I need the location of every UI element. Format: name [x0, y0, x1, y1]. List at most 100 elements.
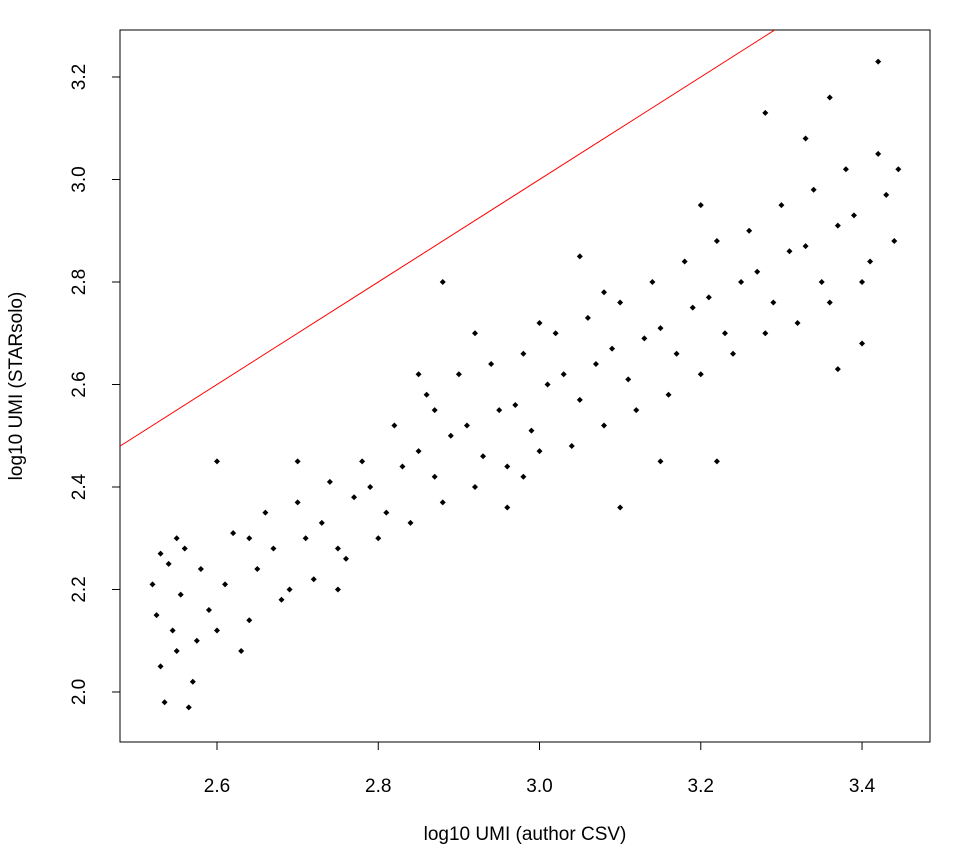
point: [310, 576, 317, 583]
x-tick-label: 3.4: [849, 776, 876, 797]
point: [560, 371, 567, 378]
point: [770, 299, 777, 306]
point: [294, 458, 301, 465]
point: [270, 545, 277, 552]
point: [326, 478, 333, 485]
point: [161, 699, 168, 706]
point: [859, 278, 866, 285]
point: [246, 535, 253, 542]
point: [875, 58, 882, 65]
point: [842, 166, 849, 173]
x-tick-label: 3.0: [526, 776, 552, 797]
point: [173, 647, 180, 654]
point: [762, 330, 769, 337]
point: [657, 325, 664, 332]
point: [665, 391, 672, 398]
point: [641, 335, 648, 342]
point: [439, 499, 446, 506]
point: [584, 314, 591, 321]
y-tick-label: 2.6: [69, 371, 90, 397]
y-tick-label: 2.0: [69, 679, 90, 705]
point: [802, 135, 809, 142]
point: [415, 371, 422, 378]
point: [431, 473, 438, 480]
point: [230, 530, 237, 537]
point: [625, 376, 632, 383]
point: [568, 442, 575, 449]
point: [431, 407, 438, 414]
point: [697, 202, 704, 209]
point: [875, 150, 882, 157]
point: [834, 222, 841, 229]
point: [455, 371, 462, 378]
reference-line: [120, 30, 776, 447]
x-tick-label: 3.2: [688, 776, 714, 797]
point: [496, 407, 503, 414]
point: [189, 678, 196, 685]
point: [193, 637, 200, 644]
point: [334, 545, 341, 552]
y-tick-label: 2.8: [69, 269, 90, 295]
y-tick-label: 3.0: [69, 166, 90, 192]
point: [185, 704, 192, 711]
point: [762, 109, 769, 116]
point: [149, 581, 156, 588]
point: [278, 596, 285, 603]
plot-frame: [119, 29, 931, 743]
point: [601, 422, 608, 429]
point: [205, 606, 212, 613]
point: [262, 509, 269, 516]
point: [834, 366, 841, 373]
point: [826, 299, 833, 306]
point: [552, 330, 559, 337]
point: [177, 591, 184, 598]
point: [222, 581, 229, 588]
point: [895, 166, 902, 173]
point: [181, 545, 188, 552]
x-axis-label: log10 UMI (author CSV): [424, 824, 627, 845]
point: [415, 448, 422, 455]
point: [826, 94, 833, 101]
point: [472, 483, 479, 490]
point: [169, 627, 176, 634]
point: [213, 458, 220, 465]
point: [318, 519, 325, 526]
point: [439, 278, 446, 285]
point: [850, 212, 857, 219]
point: [859, 340, 866, 347]
point: [520, 473, 527, 480]
point: [512, 401, 519, 408]
point: [786, 248, 793, 255]
point: [738, 278, 745, 285]
point: [359, 458, 366, 465]
point: [697, 371, 704, 378]
point: [891, 237, 898, 244]
point: [867, 258, 874, 265]
point: [197, 565, 204, 572]
point: [238, 647, 245, 654]
point: [810, 186, 817, 193]
point: [544, 381, 551, 388]
point: [802, 243, 809, 250]
point: [705, 294, 712, 301]
point: [367, 483, 374, 490]
y-tick-label: 2.4: [69, 473, 90, 500]
point: [423, 391, 430, 398]
point: [246, 617, 253, 624]
point: [375, 535, 382, 542]
point: [157, 663, 164, 670]
point: [504, 463, 511, 470]
x-tick-label: 2.8: [365, 776, 391, 797]
point: [528, 427, 535, 434]
point: [576, 253, 583, 260]
point: [617, 504, 624, 511]
point: [730, 350, 737, 357]
point: [165, 560, 172, 567]
point: [399, 463, 406, 470]
point: [617, 299, 624, 306]
point: [294, 499, 301, 506]
point: [173, 535, 180, 542]
point: [609, 345, 616, 352]
point: [286, 586, 293, 593]
